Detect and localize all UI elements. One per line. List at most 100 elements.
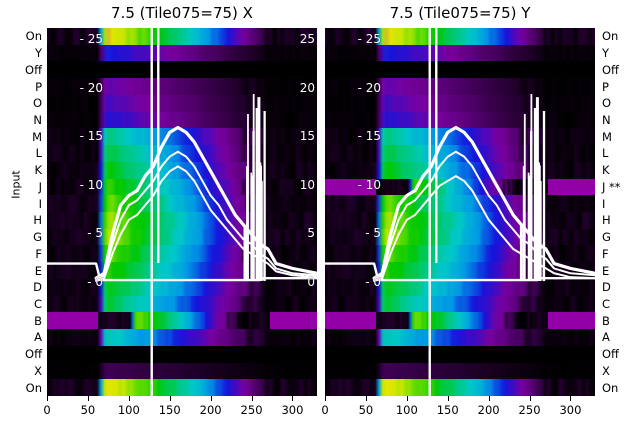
heatmap-row-on: [47, 379, 317, 396]
x-tick-y-300: [570, 396, 572, 401]
overlay-curve-trace-1: [372, 125, 595, 280]
heatmap-row-x: [325, 362, 595, 380]
heatmap-row-y: [325, 44, 595, 63]
heatmap-row-p: [325, 78, 595, 96]
x-tick-label-x-150: 150: [158, 403, 181, 417]
row-label-g-12: G: [33, 230, 42, 245]
row-label-x-20: X: [602, 363, 610, 378]
panel-title-x: 7.5 (Tile075=75) X: [111, 4, 253, 22]
inner-y-tick-x-0: 0: [307, 275, 315, 289]
inner-y-tick-x-5: - 5: [87, 226, 103, 241]
heatmap-panel-y[interactable]: - 25 - 20 - 15 - 10 - 5 - 0: [325, 28, 595, 396]
row-label-f-13: F: [35, 246, 42, 261]
row-label-c-16: C: [602, 297, 611, 311]
heatmap-row-a: [47, 329, 317, 347]
row-label-j-9: J: [38, 179, 42, 194]
overlay-curve-trace-2: [95, 150, 317, 282]
x-tick-x-150: [169, 396, 171, 401]
heatmap-row-p: [47, 78, 317, 96]
row-label-e-14: E: [602, 263, 610, 278]
heatmap-row-k: [47, 161, 317, 180]
heatmap-panel-x[interactable]: - 25 - 20 - 15 - 10 - 5 - 0 25 20 15 10 5 0: [47, 28, 317, 396]
overlay-curves-x: [47, 28, 317, 396]
inner-y-tick-x-10: 10: [299, 177, 315, 192]
row-label-o-4: O: [602, 96, 612, 111]
heatmap-row-off: [325, 61, 595, 79]
x-tick-x-250: [251, 396, 253, 401]
row-label-off-2: Off: [25, 62, 42, 77]
heatmap-row-a: [325, 329, 595, 347]
row-label-h-11: H: [33, 213, 42, 228]
row-label-d-15: D: [602, 280, 611, 295]
heatmap-row-c: [325, 295, 595, 313]
heatmap-row-e: [47, 262, 317, 280]
heatmap-row-m: [325, 128, 595, 146]
heatmap-row-d: [325, 278, 595, 297]
inner-y-tick-y-5: - 5: [365, 226, 381, 241]
heatmap-row-on: [325, 28, 595, 46]
overlay-curve-baseline: [47, 262, 317, 282]
row-label-o-4: O: [32, 96, 42, 111]
heatmap-row-o: [325, 94, 595, 113]
x-tick-label-x-0: 0: [43, 403, 51, 417]
row-label-g-12: G: [602, 230, 611, 245]
heatmap-row-i: [47, 195, 317, 213]
row-label-y-1: Y: [602, 46, 610, 61]
inner-y-tick-y-25: - 25: [357, 32, 381, 46]
x-axis-panel-y: 0 50 100 150 200 250 300: [321, 396, 595, 440]
row-label-f-13: F: [602, 246, 609, 261]
row-label-h-11: H: [602, 213, 611, 228]
x-tick-y-100: [406, 396, 408, 401]
row-label-k-8: K: [34, 163, 42, 178]
x-tick-label-x-200: 200: [199, 403, 222, 417]
x-tick-label-x-100: 100: [117, 403, 140, 417]
heatmap-row-off: [47, 345, 317, 364]
row-label-m-6: M: [602, 129, 612, 144]
inner-y-tick-x-0: - 0: [87, 275, 103, 289]
inner-y-tick-y-0: - 0: [365, 275, 381, 289]
row-label-off-19: Off: [602, 347, 619, 362]
overlay-curve-baseline: [325, 262, 595, 282]
row-label-i-10: I: [38, 196, 42, 211]
heatmap-row-e: [325, 262, 595, 280]
inner-y-tick-x-5: 5: [307, 226, 315, 241]
row-labels-right: On Y Off P O N M L K J ** I H G F E D C B A Off X On: [598, 28, 640, 396]
overlay-curves-y: [325, 28, 595, 396]
x-tick-y-250: [529, 396, 531, 401]
x-tick-label-x-50: 50: [80, 403, 96, 417]
row-label-on-0: On: [25, 29, 42, 44]
x-tick-label-y-100: 100: [395, 403, 418, 417]
heatmap-row-d: [47, 278, 317, 297]
row-label-k-8: K: [602, 163, 610, 178]
inner-y-tick-x-20: 20: [299, 80, 315, 95]
heatmap-row-m: [47, 128, 317, 146]
x-tick-label-y-50: 50: [358, 403, 374, 417]
row-label-i-10: I: [602, 196, 606, 211]
heatmap-row-b-overlay: [375, 312, 548, 330]
heatmap-row-i: [325, 195, 595, 213]
heatmap-row-n: [325, 111, 595, 129]
row-label-n-5: N: [33, 113, 42, 127]
row-label-on-21: On: [25, 380, 42, 395]
row-label-d-15: D: [33, 280, 42, 295]
row-label-p-3: P: [602, 79, 609, 94]
x-tick-y-150: [447, 396, 449, 401]
heatmap-row-j: [47, 178, 317, 196]
row-label-p-3: P: [35, 79, 42, 94]
inner-y-tick-y-15: - 15: [357, 129, 381, 144]
inner-y-tick-x-20: - 20: [79, 80, 103, 95]
heatmap-row-x: [47, 362, 317, 380]
x-tick-y-50: [365, 396, 367, 401]
inner-y-tick-x-15: - 15: [79, 129, 103, 144]
row-label-l-7: L: [35, 146, 42, 161]
inner-y-tick-y-20: - 20: [357, 80, 381, 95]
row-label-e-14: E: [34, 263, 42, 278]
row-label-l-7: L: [602, 146, 609, 161]
x-tick-x-50: [87, 396, 89, 401]
x-tick-x-300: [292, 396, 294, 401]
row-label-x-20: X: [34, 363, 42, 378]
row-label-on-0: On: [602, 29, 619, 44]
inner-y-tick-x-10: - 10: [79, 177, 103, 192]
x-tick-label-x-300: 300: [281, 403, 304, 417]
overlay-curve-trace-2: [373, 150, 595, 282]
